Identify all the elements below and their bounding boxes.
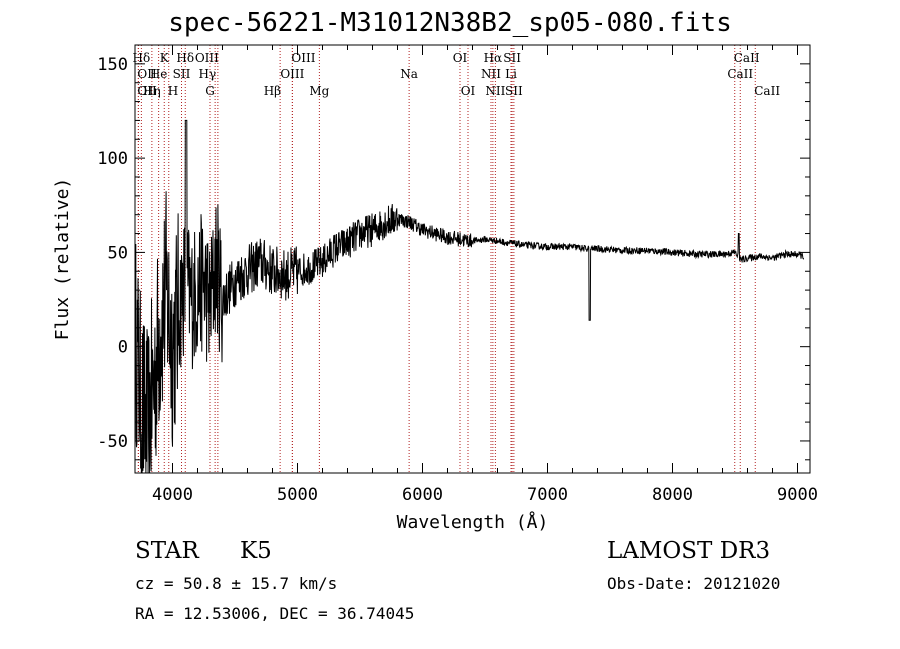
line-label: SII xyxy=(505,84,523,98)
line-label: OIII xyxy=(291,51,315,65)
line-label: CaII xyxy=(727,67,753,81)
line-label: OI xyxy=(453,51,468,65)
chart-title: spec-56221-M31012N38B2_sp05-080.fits xyxy=(168,8,732,38)
line-label: SII xyxy=(173,67,191,81)
y-tick-label: 100 xyxy=(97,149,128,169)
line-label: K xyxy=(160,51,170,65)
line-label: OII xyxy=(137,67,157,81)
line-label: OII xyxy=(137,84,157,98)
line-label: Hβ xyxy=(264,84,281,98)
line-label: CaII xyxy=(754,84,780,98)
line-label: CaII xyxy=(734,51,760,65)
object-class: STAR xyxy=(135,538,199,564)
x-tick-label: 6000 xyxy=(402,485,443,505)
line-label: Hδ xyxy=(133,51,151,65)
cz-value: cz = 50.8 ± 15.7 km/s xyxy=(135,574,338,593)
x-axis-label: Wavelength (Å) xyxy=(397,511,549,533)
y-tick-label: -50 xyxy=(97,432,128,452)
survey-name: LAMOST DR3 xyxy=(607,538,771,564)
line-label: H xyxy=(168,84,178,98)
line-label: OI xyxy=(461,84,476,98)
subclass: K5 xyxy=(240,538,272,564)
x-tick-label: 5000 xyxy=(277,485,318,505)
line-label: NII xyxy=(481,67,501,81)
y-tick-label: 50 xyxy=(108,243,128,263)
coordinates: RA = 12.53006, DEC = 36.74045 xyxy=(135,604,415,623)
line-label: SII xyxy=(503,51,521,65)
line-label: G xyxy=(205,84,215,98)
line-label: Li xyxy=(505,67,517,81)
y-tick-label: 150 xyxy=(97,55,128,75)
line-label: Hδ xyxy=(176,51,194,65)
line-label: Na xyxy=(400,67,418,81)
plot-frame xyxy=(134,44,811,474)
line-label: Hη xyxy=(143,84,161,98)
x-tick-label: 8000 xyxy=(652,485,693,505)
spectrum-line xyxy=(134,119,805,474)
line-label: He xyxy=(150,67,168,81)
x-tick-label: 4000 xyxy=(152,485,193,505)
obs-date: Obs-Date: 20121020 xyxy=(607,574,781,593)
x-tick-label: 9000 xyxy=(777,485,818,505)
line-label: NII xyxy=(485,84,505,98)
line-label: OIII xyxy=(195,51,219,65)
x-tick-label: 7000 xyxy=(527,485,568,505)
y-tick-label: 0 xyxy=(118,338,128,358)
line-label: Hγ xyxy=(198,67,216,81)
line-label: OIII xyxy=(280,67,304,81)
line-label: Mg xyxy=(309,84,329,98)
y-axis-label: Flux (relative) xyxy=(52,178,73,341)
line-label: Hα xyxy=(484,51,503,65)
